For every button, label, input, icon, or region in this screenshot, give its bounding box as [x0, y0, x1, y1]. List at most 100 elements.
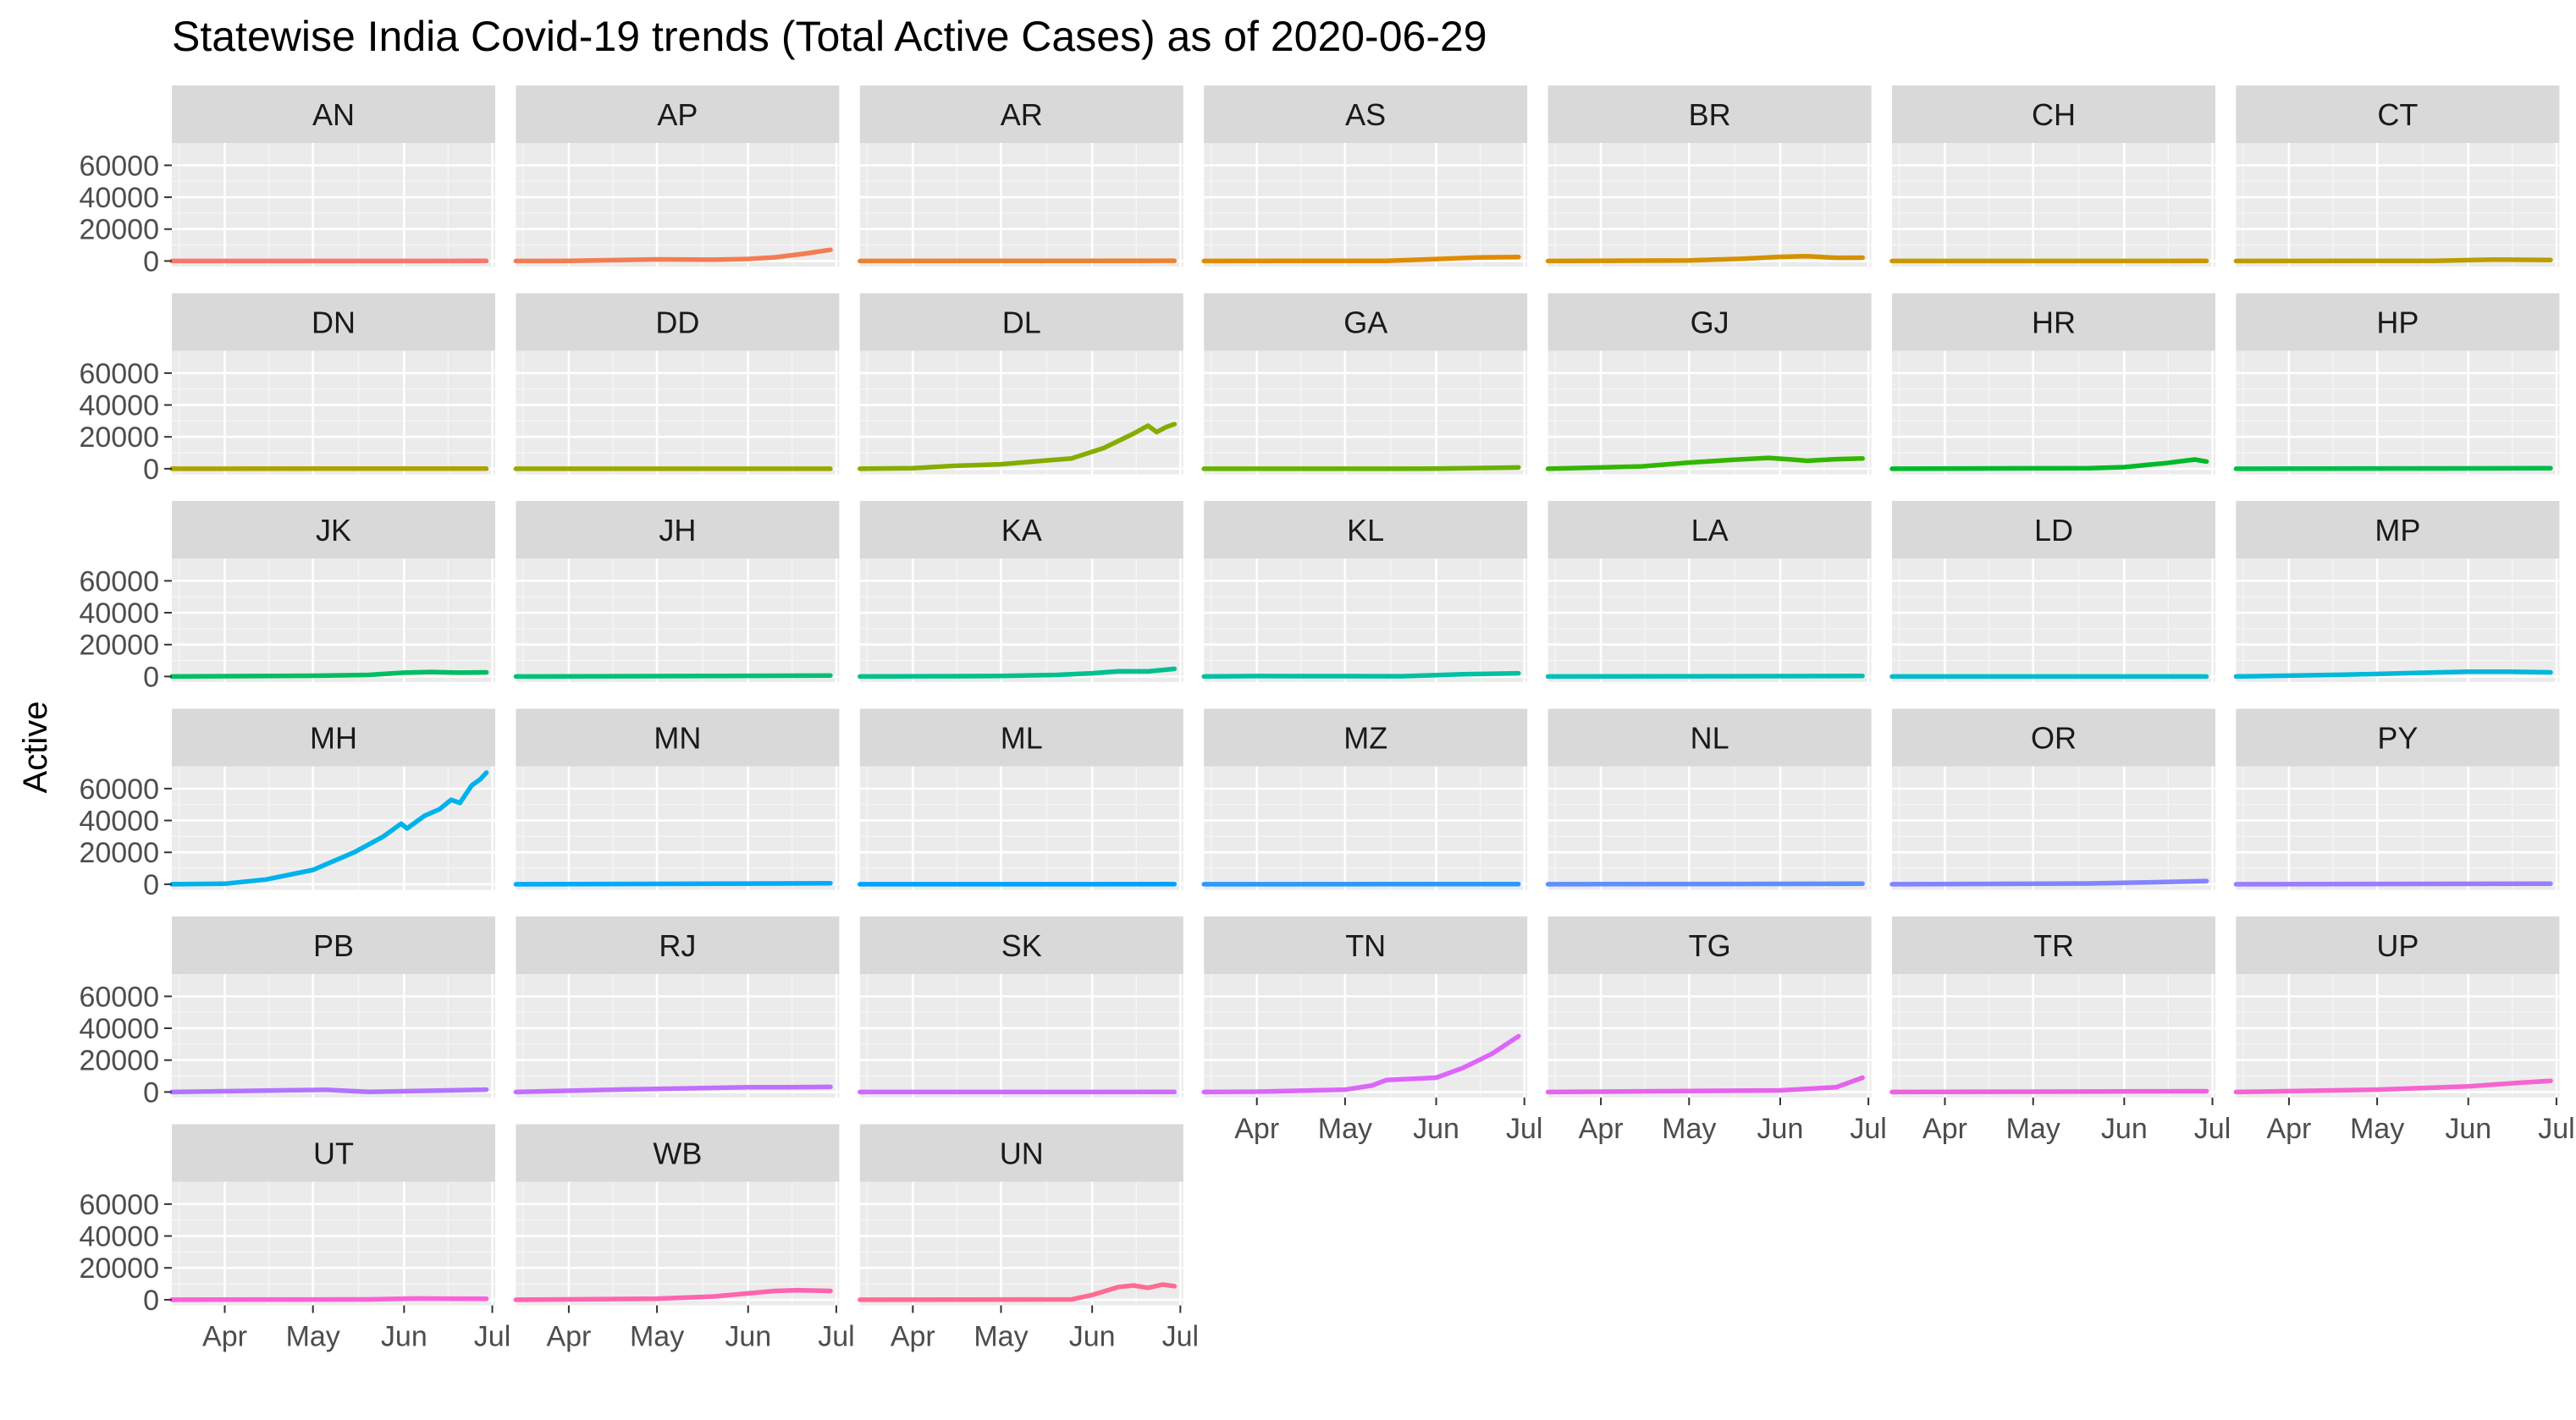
facet-panel-jh: JH: [513, 501, 840, 682]
facet-strip-label: SK: [1001, 928, 1042, 963]
facet-panel-or: OR: [1889, 708, 2215, 890]
facet-panel-hr: HR: [1889, 293, 2215, 475]
facet-strip-label: JH: [659, 513, 696, 548]
panel-background: [172, 766, 495, 890]
facet-panel-ga: GA: [1201, 293, 1528, 475]
facet-strip: [2236, 293, 2560, 351]
panel-background: [1547, 350, 1872, 475]
series-line-br: [1545, 254, 1865, 264]
x-tick-label: May: [1662, 1113, 1716, 1145]
facet-strip-label: CH: [2032, 97, 2076, 132]
facet-strip-label: HP: [2376, 305, 2419, 340]
y-tick-label: 60000: [79, 1189, 159, 1221]
y-tick-label: 40000: [79, 390, 159, 422]
x-tick-label: Jul: [1506, 1113, 1542, 1145]
panel-background: [172, 1181, 495, 1306]
x-tick-label: Jun: [1069, 1321, 1116, 1353]
series-line-or: [1889, 878, 2209, 887]
y-tick-label: 20000: [79, 1045, 159, 1077]
facet-strip: [1547, 85, 1872, 143]
series-line-rj: [513, 1084, 833, 1095]
facet-strip-label: DL: [1002, 305, 1041, 340]
facet-strip: [1892, 708, 2215, 767]
x-tick-label: Jun: [2101, 1113, 2148, 1145]
facet-panel-mn: MN: [513, 708, 840, 890]
panel-background: [516, 143, 840, 267]
x-tick-label: Apr: [202, 1321, 247, 1353]
panel-background: [172, 559, 495, 682]
facet-strip: [859, 293, 1183, 351]
facet-strip: [172, 293, 495, 351]
facet-panel-br: BR: [1545, 85, 1872, 267]
facet-strip-label: CT: [2377, 97, 2418, 132]
facet-strip-label: UT: [313, 1137, 354, 1171]
x-tick-label: Apr: [2266, 1113, 2311, 1145]
facet-strip: [859, 501, 1183, 559]
series-line-dl: [858, 421, 1178, 471]
facet-strip: [516, 85, 840, 143]
series-line-kl: [1201, 670, 1521, 680]
facet-strip-label: GJ: [1691, 305, 1729, 340]
panel-background: [2236, 143, 2560, 267]
facet-strip-label: BR: [1689, 97, 1731, 132]
panel-background: [2236, 559, 2560, 682]
x-tick-label: Jun: [381, 1321, 427, 1353]
x-tick-label: Jun: [725, 1321, 771, 1353]
panel-background: [859, 143, 1183, 267]
facet-strip-label: GA: [1343, 305, 1387, 340]
panel-background: [516, 974, 840, 1098]
x-tick-label: Jun: [1757, 1113, 1804, 1145]
facet-strip: [1204, 708, 1528, 767]
x-tick-label: May: [2006, 1113, 2060, 1145]
y-tick-label: 20000: [79, 214, 159, 246]
series-line-ut: [169, 1296, 489, 1302]
facet-panel-rj: RJ: [513, 916, 840, 1098]
panel-background: [172, 350, 495, 475]
facet-panel-ch: CH: [1889, 85, 2215, 267]
facet-strip: [516, 1124, 840, 1182]
facet-strip-label: KA: [1001, 513, 1042, 548]
panel-background: [1892, 766, 2215, 890]
x-tick-label: Apr: [546, 1321, 591, 1353]
series-line-wb: [513, 1287, 833, 1302]
y-tick-label: 40000: [79, 597, 159, 630]
panel-background: [1547, 143, 1872, 267]
facet-strip: [1892, 293, 2215, 351]
chart-title: Statewise India Covid-19 trends (Total A…: [172, 13, 1487, 60]
x-tick-label: Jul: [1850, 1113, 1886, 1145]
y-tick-label: 40000: [79, 182, 159, 214]
y-tick-label: 60000: [79, 773, 159, 806]
facet-strip-label: DN: [312, 305, 356, 340]
panel-background: [1892, 350, 2215, 475]
facet-panel-hp: HP: [2233, 293, 2560, 475]
facet-strip-label: HR: [2032, 305, 2076, 340]
facet-strip-label: AN: [312, 97, 355, 132]
facet-panel-tn: TN Apr May Jun Jul: [1201, 916, 1542, 1145]
series-line-la: [1545, 674, 1865, 680]
series-line-nl: [1545, 881, 1865, 887]
facet-panel-dd: DD: [513, 293, 840, 475]
facet-strip: [172, 916, 495, 974]
facet-strip-label: LA: [1691, 513, 1729, 548]
series-line-mn: [513, 881, 833, 887]
facet-strip: [1547, 708, 1872, 767]
series-line-jh: [513, 673, 833, 680]
panel-background: [172, 974, 495, 1098]
facet-strip-label: MH: [310, 721, 357, 756]
facet-strip-label: AP: [657, 97, 698, 132]
facet-strip: [172, 85, 495, 143]
y-tick-label: 20000: [79, 1252, 159, 1285]
facet-strip-label: PY: [2377, 721, 2418, 756]
facet-strip-label: UN: [1000, 1137, 1044, 1171]
x-tick-label: Jun: [2445, 1113, 2491, 1145]
facet-panel-py: PY: [2233, 708, 2560, 890]
panel-background: [859, 350, 1183, 475]
panel-background: [1204, 143, 1528, 267]
panel-background: [2236, 350, 2560, 475]
facet-strip-label: TN: [1345, 928, 1386, 963]
series-line-hr: [1889, 457, 2209, 471]
series-line-jk: [169, 669, 489, 680]
